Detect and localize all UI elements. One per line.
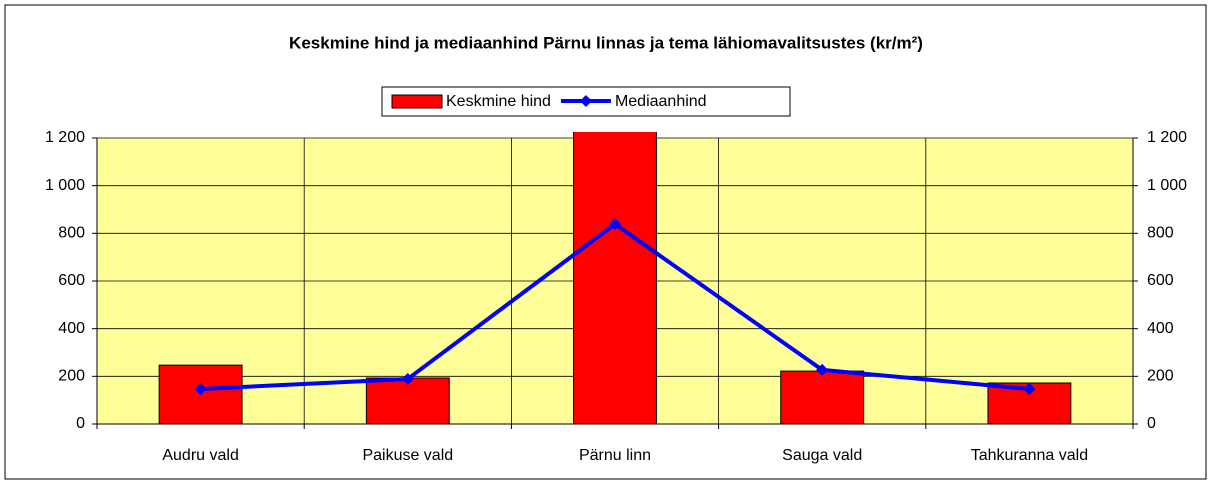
y-tick-label: 0	[76, 415, 85, 432]
y-tick-label: 1 000	[45, 177, 85, 194]
x-tick-label: Paikuse vald	[362, 447, 453, 464]
y-tick-label: 800	[58, 225, 85, 242]
marker	[609, 218, 621, 231]
y2-tick-label: 600	[1147, 272, 1174, 289]
x-tick-label: Tahkuranna vald	[971, 447, 1088, 464]
chart-title: Keskmine hind ja mediaanhind Pärnu linna…	[289, 33, 923, 52]
legend-label: Mediaanhind	[615, 93, 707, 110]
marker	[194, 382, 207, 395]
y-tick-label: 600	[58, 272, 85, 289]
y2-tick-label: 0	[1147, 415, 1156, 432]
y2-tick-label: 1 000	[1147, 177, 1187, 194]
bar	[780, 370, 865, 424]
y-tick-label: 1 200	[45, 129, 85, 146]
x-tick-label: Pärnu linn	[579, 447, 651, 464]
legend-marker	[579, 95, 592, 107]
legend-swatch	[391, 94, 443, 109]
y2-tick-label: 200	[1147, 368, 1174, 385]
x-tick-label: Audru vald	[162, 447, 239, 464]
y2-tick-label: 1 200	[1147, 129, 1187, 146]
y2-tick-label: 800	[1147, 225, 1174, 242]
legend-label: Keskmine hind	[446, 93, 551, 110]
x-tick-label: Sauga vald	[782, 447, 862, 464]
marker	[401, 372, 414, 385]
y-tick-label: 400	[58, 320, 85, 337]
plot-marks	[158, 132, 1072, 424]
marker	[1023, 382, 1036, 395]
y2-tick-label: 400	[1147, 320, 1174, 337]
bar	[573, 132, 657, 424]
marker	[816, 363, 829, 376]
y-tick-label: 200	[58, 368, 85, 385]
